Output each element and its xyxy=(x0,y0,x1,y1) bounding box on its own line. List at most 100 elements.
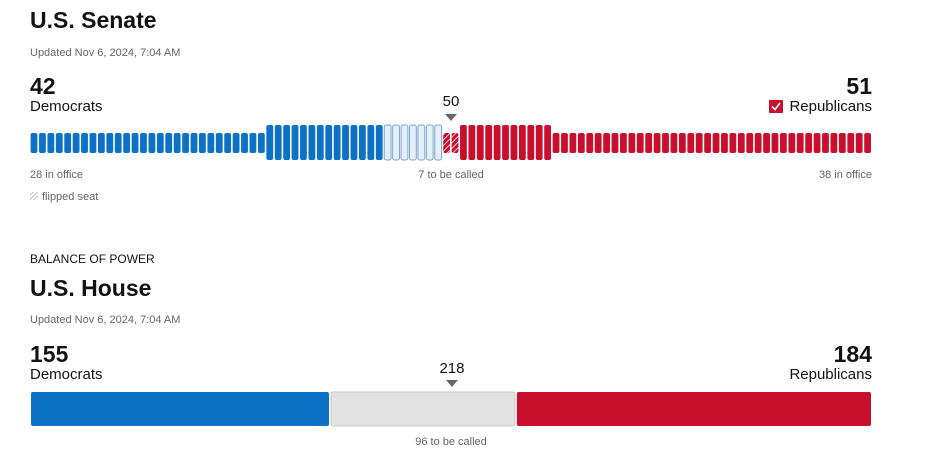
seat-won xyxy=(274,125,282,160)
seat-in-office xyxy=(106,133,114,153)
seat-won xyxy=(308,125,316,160)
seat-won xyxy=(342,125,349,160)
seat-in-office xyxy=(586,133,594,153)
seat-in-office xyxy=(156,133,164,153)
seat-in-office xyxy=(64,133,72,153)
dem-seats: 42 xyxy=(30,73,56,99)
seat-won xyxy=(333,125,341,160)
house-updated: Updated Nov 6, 2024, 7:04 AM xyxy=(30,314,180,326)
seat-in-office xyxy=(805,133,813,153)
seat-in-office xyxy=(182,133,189,153)
seat-uncalled xyxy=(425,124,434,161)
seat-in-office xyxy=(81,133,88,153)
seat-in-office xyxy=(838,133,846,153)
seat-won xyxy=(291,125,299,160)
seat-won xyxy=(300,125,307,160)
seat-in-office xyxy=(754,133,762,153)
seat-in-office xyxy=(737,133,745,153)
seat-won xyxy=(544,125,552,160)
seat-in-office xyxy=(788,133,796,153)
house-uncalled-bar xyxy=(330,391,516,427)
seat-in-office xyxy=(704,133,712,153)
legend-swatch xyxy=(30,192,38,200)
seat-in-office xyxy=(165,133,173,153)
seat-in-office xyxy=(662,133,669,153)
seat-in-office xyxy=(687,133,695,153)
seat-in-office xyxy=(653,133,661,153)
seat-in-office xyxy=(855,133,863,153)
seat-in-office xyxy=(763,133,770,153)
seat-in-office xyxy=(636,133,644,153)
seat-in-office xyxy=(645,133,653,153)
seat-in-office xyxy=(864,133,871,153)
seat-in-office xyxy=(47,133,55,153)
seat-in-office xyxy=(552,133,560,153)
seat-in-office xyxy=(148,133,156,153)
seat-flipped xyxy=(451,133,459,153)
winner-check xyxy=(769,100,783,113)
seat-in-office xyxy=(620,133,627,153)
seat-in-office xyxy=(190,133,198,153)
seat-won xyxy=(283,125,291,160)
seat-in-office xyxy=(114,133,122,153)
seat-in-office xyxy=(72,133,80,153)
seat-in-office xyxy=(678,133,686,153)
seat-won xyxy=(527,125,535,160)
seat-won xyxy=(510,125,518,160)
seat-in-office xyxy=(670,133,678,153)
seat-in-office xyxy=(561,133,568,153)
house-majority-marker xyxy=(445,380,458,387)
senate-updated: Updated Nov 6, 2024, 7:04 AM xyxy=(30,47,180,59)
seat-in-office xyxy=(779,133,787,153)
seat-in-office xyxy=(746,133,754,153)
house-dem-seats: 155 xyxy=(30,341,69,367)
seat-won xyxy=(476,125,484,160)
house-title: U.S. House xyxy=(30,275,151,301)
seat-in-office xyxy=(199,133,206,153)
house-dem-bar xyxy=(31,392,330,426)
house-uncalled-label: 96 to be called xyxy=(415,436,487,448)
seat-in-office xyxy=(813,133,821,153)
seat-in-office xyxy=(257,133,265,153)
house-rep-name: Republicans xyxy=(789,366,872,383)
seat-in-office xyxy=(721,133,728,153)
seat-in-office xyxy=(695,133,703,153)
legend-text: flipped seat xyxy=(42,191,98,203)
seat-won xyxy=(485,125,493,160)
seat-in-office xyxy=(594,133,602,153)
seat-uncalled xyxy=(409,124,417,161)
seat-in-office xyxy=(207,133,215,153)
seat-won xyxy=(316,125,324,160)
seat-won xyxy=(518,125,526,160)
seat-uncalled xyxy=(434,124,443,161)
seat-won xyxy=(468,125,476,160)
seat-uncalled xyxy=(392,124,400,161)
seat-uncalled xyxy=(417,124,426,161)
seat-in-office xyxy=(39,133,46,153)
seat-in-office xyxy=(569,133,577,153)
seat-in-office xyxy=(577,133,585,153)
house-rep-seats: 184 xyxy=(834,341,873,367)
seat-in-office xyxy=(224,133,232,153)
seat-won xyxy=(266,125,274,160)
check-mark xyxy=(771,102,781,111)
seat-won xyxy=(502,125,509,160)
seat-flipped xyxy=(443,133,450,153)
seat-in-office xyxy=(847,133,855,153)
seat-won xyxy=(493,125,501,160)
seat-in-office xyxy=(123,133,131,153)
seat-in-office xyxy=(611,133,619,153)
seat-won xyxy=(325,125,333,160)
seat-in-office xyxy=(822,133,829,153)
seat-in-office xyxy=(232,133,240,153)
seat-in-office xyxy=(241,133,248,153)
seat-in-office xyxy=(97,133,105,153)
dem-name: Democrats xyxy=(30,98,103,115)
seat-in-office xyxy=(603,133,610,153)
majority-label: 50 xyxy=(443,93,460,110)
seat-in-office xyxy=(131,133,139,153)
senate-title: U.S. Senate xyxy=(30,7,157,33)
seat-in-office xyxy=(729,133,737,153)
house-rep-bar xyxy=(516,392,871,426)
